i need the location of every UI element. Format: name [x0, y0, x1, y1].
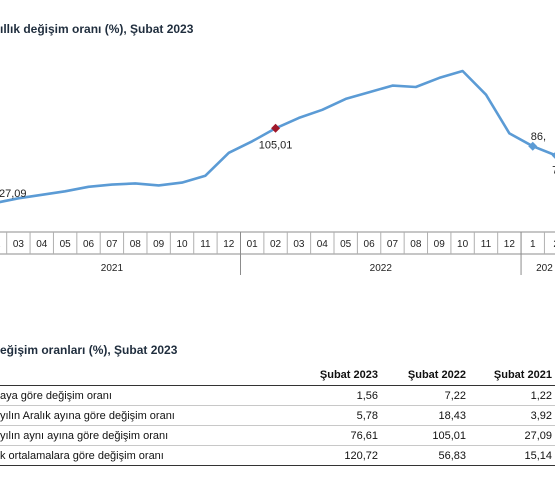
row-label: k ortalamalara göre değişim oranı	[0, 445, 243, 466]
table-cell: 3,92	[469, 405, 555, 426]
table-cell: 18,43	[381, 405, 469, 426]
header-cell	[0, 365, 243, 386]
x-tick-label: 04	[317, 239, 329, 250]
table-cell: 5,78	[243, 405, 381, 426]
data-label: 27,09	[0, 188, 27, 200]
header-cell: Şubat 2021	[469, 365, 555, 386]
series-line	[0, 69, 555, 204]
x-tick-label: 2	[553, 239, 555, 250]
x-tick-label: 09	[434, 239, 446, 250]
table-cell: 56,83	[381, 445, 469, 466]
table-cell: 120,72	[243, 445, 381, 466]
x-tick-label: 09	[153, 239, 165, 250]
row-label: yılın aynı ayına göre değişim oranı	[0, 425, 243, 446]
data-label: 86,	[531, 131, 546, 143]
x-tick-label: 07	[387, 239, 399, 250]
table-cell: 27,09	[469, 425, 555, 446]
x-tick-label: 04	[36, 239, 48, 250]
table-cell: 15,14	[469, 445, 555, 466]
row-label: aya göre değişim oranı	[0, 385, 243, 406]
data-point-marker	[528, 141, 538, 151]
header-cell: Şubat 2022	[381, 365, 469, 386]
table-cell: 1,22	[469, 385, 555, 406]
x-tick-label: 06	[83, 239, 95, 250]
rates-table: Şubat 2023 Şubat 2022 Şubat 2021 aya gör…	[0, 365, 555, 466]
chart-title: ıllık değişim oranı (%), Şubat 2023	[0, 22, 194, 36]
x-tick-label: 05	[60, 239, 72, 250]
table-title: eğişim oranları (%), Şubat 2023	[0, 343, 178, 357]
row-label: yılın Aralık ayına göre değişim oranı	[0, 405, 243, 426]
line-chart: 0203040506070809101112010203040506070809…	[0, 69, 555, 275]
x-tick-label: 08	[130, 239, 142, 250]
x-tick-label: 02	[270, 239, 282, 250]
table-row: yılın Aralık ayına göre değişim oranı 5,…	[0, 405, 555, 426]
x-tick-label: 01	[247, 239, 259, 250]
table-cell: 7,22	[381, 385, 469, 406]
x-tick-label: 11	[481, 239, 492, 250]
x-tick-label: 10	[176, 239, 188, 250]
table-cell: 76,61	[243, 425, 381, 446]
x-tick-label: 12	[504, 239, 516, 250]
x-tick-label: 02	[0, 239, 1, 250]
table-row: k ortalamalara göre değişim oranı 120,72…	[0, 445, 555, 466]
x-tick-label: 12	[223, 239, 235, 250]
x-tick-label: 03	[13, 239, 25, 250]
x-tick-label: 06	[364, 239, 376, 250]
data-point-marker	[271, 123, 281, 133]
x-tick-label: 1	[530, 239, 536, 250]
x-tick-label: 10	[457, 239, 469, 250]
x-tick-label: 08	[410, 239, 422, 250]
year-label: 2022	[370, 263, 393, 274]
table-row: yılın aynı ayına göre değişim oranı 76,6…	[0, 425, 555, 446]
data-label: 105,01	[259, 139, 293, 151]
x-tick-label: 11	[200, 239, 211, 250]
data-point-marker	[551, 152, 555, 159]
table-cell: 1,56	[243, 385, 381, 406]
year-label: 202	[536, 263, 553, 274]
data-label: 7	[552, 164, 555, 176]
table-cell: 105,01	[381, 425, 469, 446]
table-row: aya göre değişim oranı 1,56 7,22 1,22	[0, 385, 555, 406]
table-header-row: Şubat 2023 Şubat 2022 Şubat 2021	[0, 365, 555, 386]
x-tick-label: 05	[340, 239, 352, 250]
header-cell: Şubat 2023	[243, 365, 381, 386]
x-tick-label: 03	[293, 239, 305, 250]
x-tick-label: 07	[106, 239, 118, 250]
year-label: 2021	[101, 263, 124, 274]
